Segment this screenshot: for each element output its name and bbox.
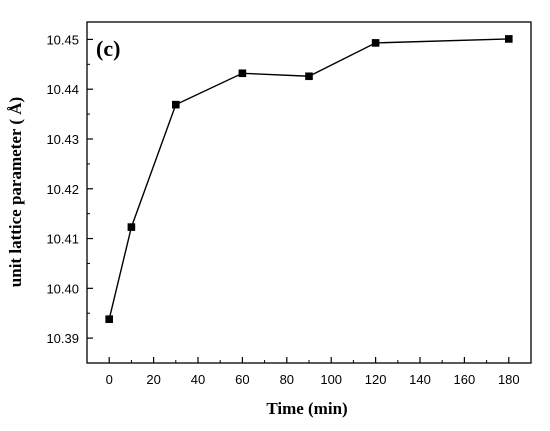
x-tick-label: 80 [280,372,294,387]
x-tick-label: 160 [454,372,476,387]
data-point [105,315,113,323]
series-layer [105,35,513,323]
x-tick-label: 100 [320,372,342,387]
x-tick-label: 20 [146,372,160,387]
series-line [108,38,509,320]
data-point [238,69,247,78]
x-tick-label: 120 [365,372,387,387]
panel-label: (c) [96,36,120,61]
y-tick-label: 10.43 [46,132,79,147]
data-point [127,223,136,231]
y-tick-label: 10.44 [46,82,79,97]
y-tick-label: 10.42 [46,182,79,197]
x-tick-label: 40 [191,372,205,387]
y-tick-label: 10.41 [46,232,79,247]
x-axis-title: Time (min) [266,399,347,418]
y-tick-label: 10.45 [46,32,79,47]
x-ticks: 0 20 40 60 80 100 120 140 160 180 [106,357,520,387]
data-point [505,35,513,43]
y-tick-label: 10.40 [46,281,79,296]
data-point [172,100,180,109]
data-point [305,72,313,81]
y-tick-label: 10.39 [46,331,79,346]
x-tick-label: 60 [235,372,249,387]
x-tick-label: 140 [409,372,431,387]
x-tick-label: 180 [498,372,520,387]
x-tick-label: 0 [106,372,113,387]
data-point [371,39,380,47]
y-ticks: 10.39 10.40 10.41 10.42 10.43 10.44 10.45 [46,32,93,346]
y-axis-title: unit lattice parameter ( Å) [6,97,25,287]
